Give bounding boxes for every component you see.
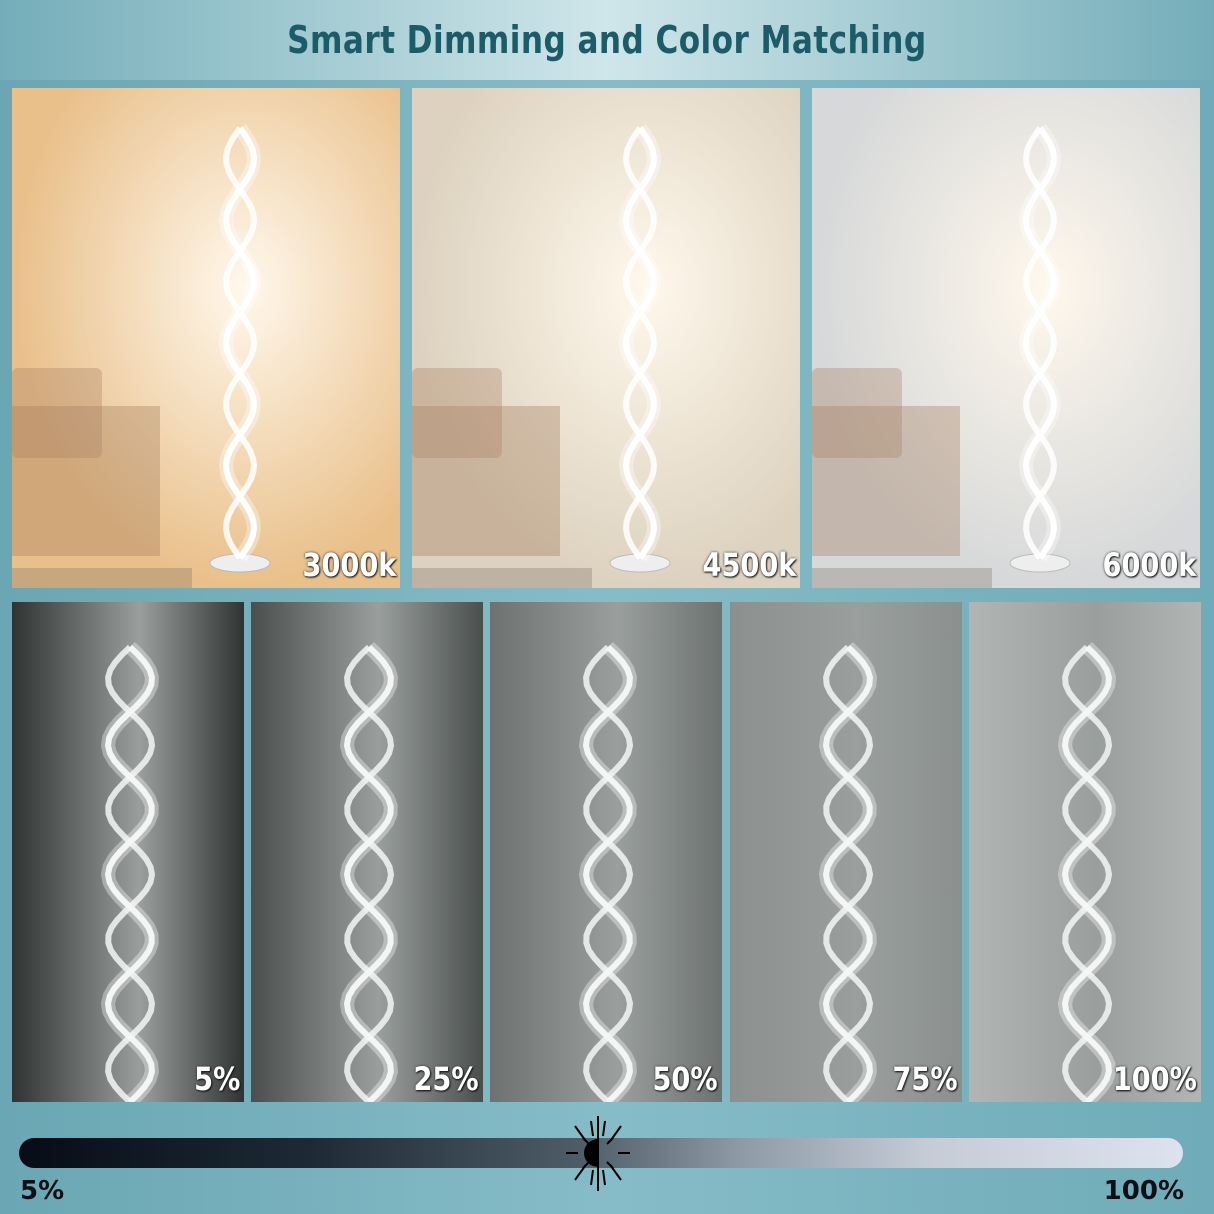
sun-icon xyxy=(566,1116,630,1191)
sofa xyxy=(812,406,960,556)
slider-min-label: 5% xyxy=(20,1176,65,1206)
brightness-label: 50% xyxy=(652,1060,718,1098)
brightness-label: 5% xyxy=(193,1060,240,1098)
color-temp-label: 4500k xyxy=(702,546,796,584)
page-title: Smart Dimming and Color Matching xyxy=(287,18,927,62)
color-temp-panel: 6000k xyxy=(812,88,1200,588)
brightness-label: 100% xyxy=(1112,1060,1197,1098)
sofa xyxy=(12,406,160,556)
color-temp-panel: 3000k xyxy=(12,88,400,588)
sofa xyxy=(412,406,560,556)
color-temp-label: 3000k xyxy=(302,546,396,584)
brightness-label: 25% xyxy=(413,1060,479,1098)
brightness-panel: 100% xyxy=(969,602,1201,1102)
brightness-label: 75% xyxy=(892,1060,958,1098)
brightness-panel: 5% xyxy=(12,602,244,1102)
brightness-panel: 25% xyxy=(251,602,483,1102)
brightness-panel: 50% xyxy=(490,602,722,1102)
brightness-slider-track xyxy=(19,1138,1183,1168)
color-temp-panel: 4500k xyxy=(412,88,800,588)
color-temp-label: 6000k xyxy=(1102,546,1196,584)
brightness-panel: 75% xyxy=(730,602,962,1102)
title-banner: Smart Dimming and Color Matching xyxy=(0,0,1214,80)
slider-max-label: 100% xyxy=(1103,1176,1184,1206)
